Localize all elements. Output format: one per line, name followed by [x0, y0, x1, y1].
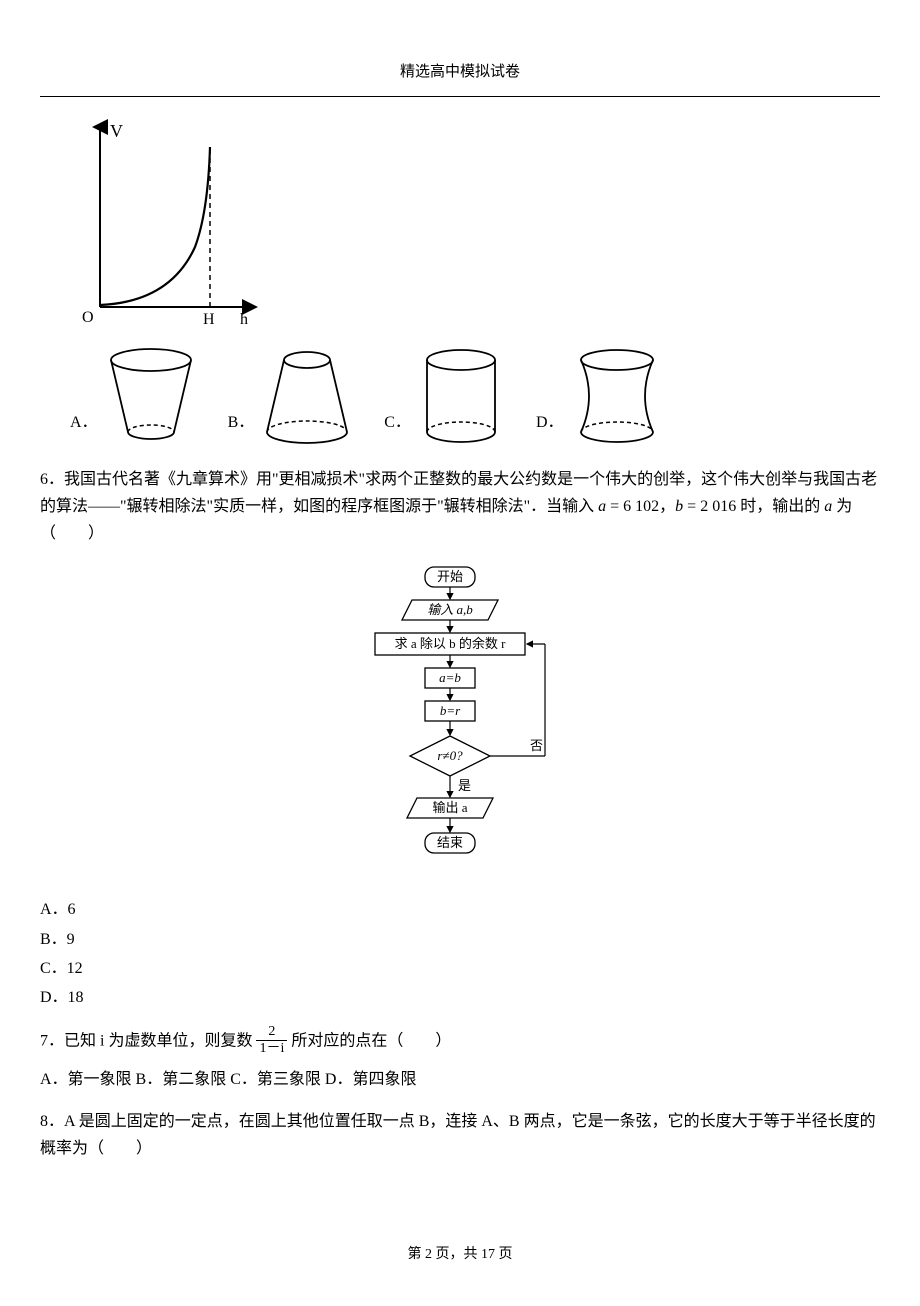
- fc-cond: r≠0?: [437, 748, 463, 763]
- origin-label: O: [82, 309, 94, 326]
- cup-options-row: A． B． C． D．: [70, 346, 880, 446]
- q6-opt-c: C．12: [40, 955, 880, 982]
- vh-graph-svg: V O H h: [70, 117, 260, 327]
- q7-text-a: 已知 i 为虚数单位，则复数: [64, 1033, 256, 1050]
- cup-letter: C．: [384, 409, 411, 436]
- cup-option-d: D．: [536, 346, 664, 446]
- cup-letter: B．: [228, 409, 255, 436]
- q6-eq1: = 6 102，: [606, 498, 675, 515]
- q6-eq2: = 2 016 时，输出的: [683, 498, 824, 515]
- q7-text-b: 所对应的点在（ ）: [291, 1033, 451, 1050]
- fc-start: 开始: [437, 569, 463, 584]
- q7-prefix: 7．: [40, 1033, 64, 1050]
- q6-var-b: b: [675, 498, 683, 515]
- cup-letter: D．: [536, 409, 564, 436]
- q7-options: A．第一象限 B．第二象限 C．第三象限 D．第四象限: [40, 1066, 880, 1093]
- q6-prefix: 6．: [40, 471, 64, 488]
- cup-d-icon: [569, 346, 664, 446]
- fc-assign1: a=b: [439, 670, 461, 685]
- question-7: 7．已知 i 为虚数单位，则复数 2 1－i 所对应的点在（ ）: [40, 1026, 880, 1058]
- q7-opts-inline: A．第一象限 B．第二象限 C．第三象限 D．第四象限: [40, 1071, 416, 1088]
- flowchart: 开始 输入 a,b 求 a 除以 b 的余数 r a=b b=r r≠0? 否 …: [40, 562, 880, 881]
- q6-var-out: a: [824, 498, 832, 515]
- cup-letter: A．: [70, 409, 98, 436]
- fc-no-label: 否: [530, 738, 543, 753]
- q6-options: A．6 B．9 C．12 D．18: [40, 896, 880, 1011]
- q6-var-a: a: [598, 498, 606, 515]
- q6-opt-d: D．18: [40, 984, 880, 1011]
- frac-bot: 1－i: [256, 1041, 287, 1056]
- cup-c-icon: [416, 346, 506, 446]
- y-axis-label: V: [110, 121, 123, 141]
- flowchart-svg: 开始 输入 a,b 求 a 除以 b 的余数 r a=b b=r r≠0? 否 …: [330, 562, 590, 872]
- fc-compute: 求 a 除以 b 的余数 r: [395, 636, 507, 651]
- page-header-title: 精选高中模拟试卷: [40, 60, 880, 86]
- cup-option-a: A．: [70, 346, 198, 446]
- fc-input: 输入 a,b: [427, 602, 473, 617]
- cup-b-icon: [259, 346, 354, 446]
- fc-output: 输出 a: [432, 800, 467, 815]
- page-footer: 第 2 页，共 17 页: [40, 1243, 880, 1267]
- cup-option-c: C．: [384, 346, 506, 446]
- q6-opt-a: A．6: [40, 896, 880, 923]
- q8-prefix: 8．: [40, 1113, 64, 1130]
- fc-end: 结束: [437, 835, 463, 850]
- fc-yes-label: 是: [458, 778, 471, 793]
- vh-graph: V O H h: [70, 117, 880, 336]
- x-axis-label: h: [240, 311, 248, 327]
- question-6: 6．我国古代名著《九章算术》用"更相减损术"求两个正整数的最大公约数是一个伟大的…: [40, 466, 880, 548]
- frac-top: 2: [256, 1024, 287, 1040]
- q6-opt-b: B．9: [40, 926, 880, 953]
- header-rule: [40, 96, 880, 97]
- vline-label: H: [203, 311, 215, 327]
- cup-a-icon: [103, 346, 198, 446]
- fc-assign2: b=r: [440, 703, 461, 718]
- q8-text: A 是圆上固定的一定点，在圆上其他位置任取一点 B，连接 A、B 两点，它是一条…: [40, 1113, 876, 1157]
- q7-fraction: 2 1－i: [256, 1024, 287, 1056]
- question-8: 8．A 是圆上固定的一定点，在圆上其他位置任取一点 B，连接 A、B 两点，它是…: [40, 1108, 880, 1162]
- cup-option-b: B．: [228, 346, 355, 446]
